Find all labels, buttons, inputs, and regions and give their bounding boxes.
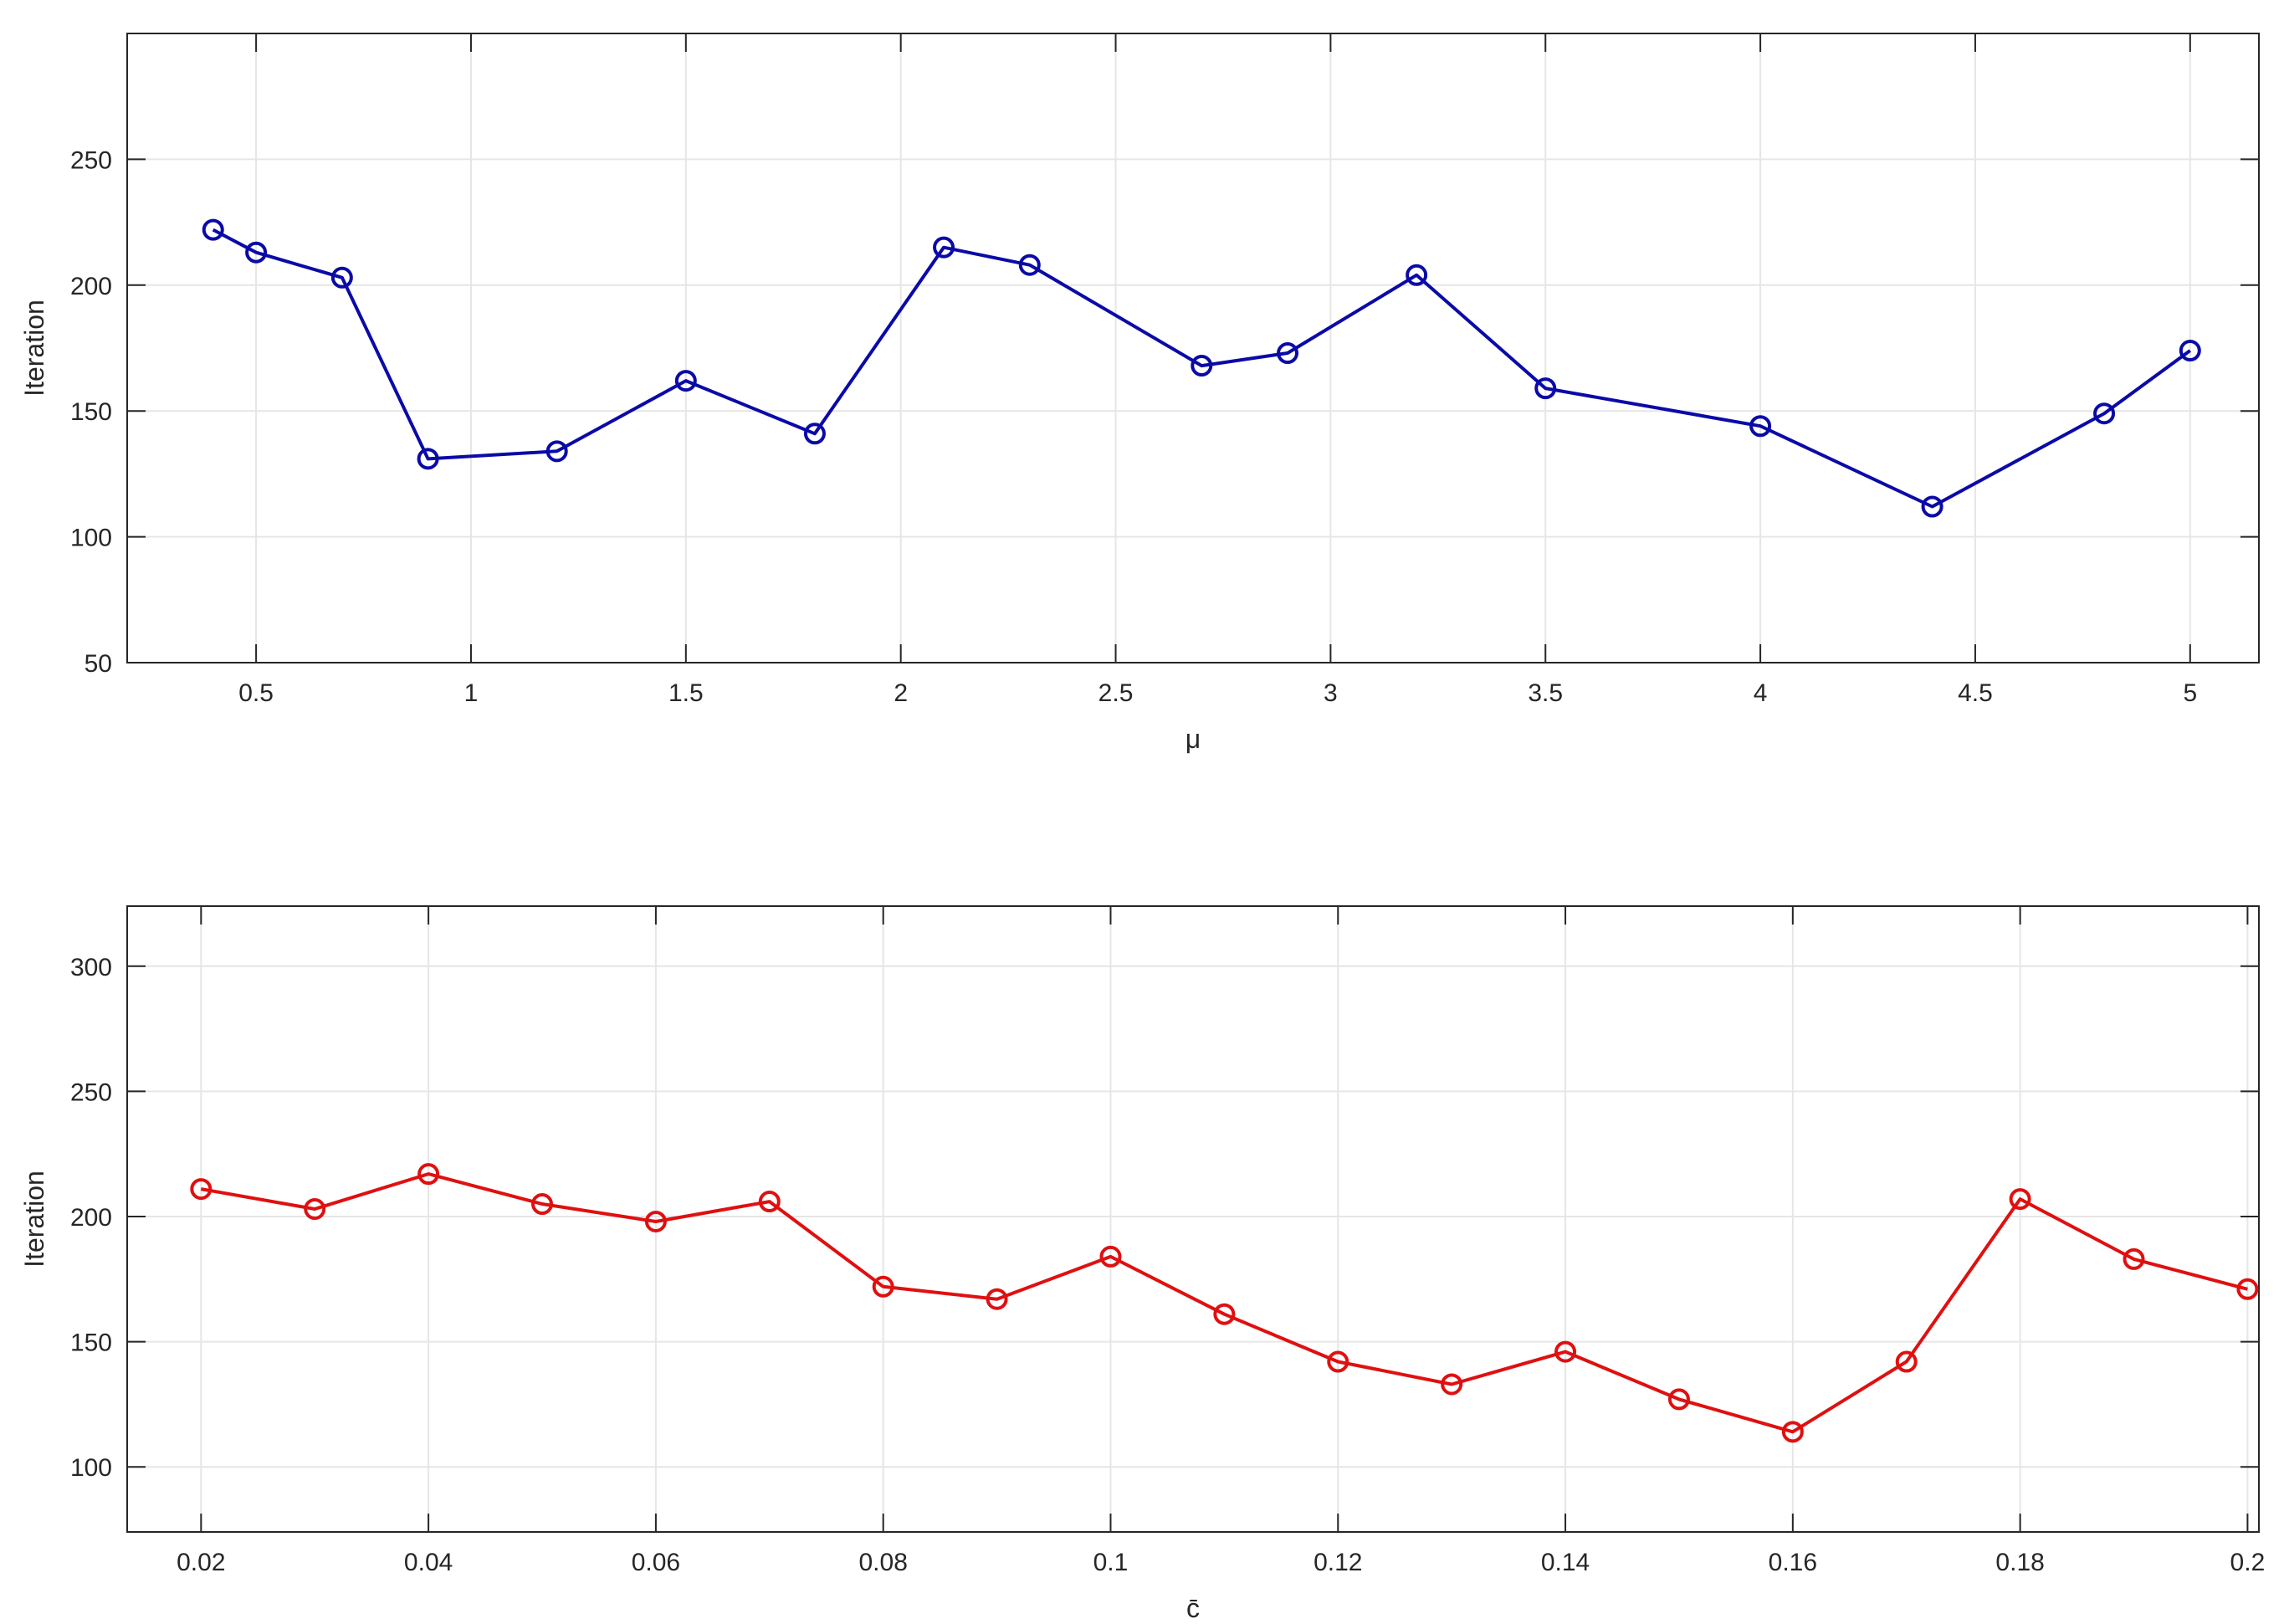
chart-1-xtick-label-0: 0.5 bbox=[238, 679, 274, 707]
chart-1-series-0-line bbox=[212, 228, 2191, 509]
chart-1-xtick-label-1: 1 bbox=[464, 679, 479, 707]
chart-2-series-0-point-5 bbox=[758, 1191, 781, 1213]
chart-2-xtick-label-4: 0.1 bbox=[1093, 1549, 1129, 1576]
chart-1-ytick-label-2: 150 bbox=[70, 398, 112, 426]
chart-2-xtick-label-2: 0.06 bbox=[632, 1549, 680, 1576]
chart-1-series-0-point-0 bbox=[202, 218, 224, 241]
chart-1-series-0-point-12 bbox=[1534, 377, 1557, 400]
chart-1-series-0-point-11 bbox=[1406, 264, 1428, 286]
chart-1-xtick-label-7: 4 bbox=[1754, 679, 1768, 707]
chart-2-xtick-label-1: 0.04 bbox=[404, 1549, 453, 1576]
chart-1-xtick-label-9: 5 bbox=[2183, 679, 2197, 707]
chart-1-xtick-label-3: 2 bbox=[894, 679, 908, 707]
chart-1-y-axis-label: Iteration bbox=[19, 300, 49, 397]
chart-1-x-axis-label: μ bbox=[1186, 724, 1201, 754]
chart-2-series-0-point-11 bbox=[1441, 1373, 1463, 1396]
chart-1-series-0-point-8 bbox=[1018, 254, 1041, 276]
chart-2-series-0-point-13 bbox=[1667, 1388, 1690, 1411]
chart-1-series-0-point-5 bbox=[674, 370, 697, 392]
chart-1-series-0-point-4 bbox=[545, 440, 568, 463]
chart-2-ytick-label-2: 200 bbox=[70, 1204, 112, 1232]
chart-2-series-0-point-15 bbox=[1895, 1350, 1918, 1373]
chart-2-series-0-point-7 bbox=[986, 1288, 1008, 1310]
chart-1-plot: 0.5 1 1.5 2 2.5 3 3.5 4 4.5 5 50 100 150 200 250 μ Itera… bbox=[19, 33, 2260, 754]
chart-2-series-0-point-6 bbox=[872, 1275, 894, 1298]
chart-2-x-axis-label: c̄ bbox=[1186, 1593, 1200, 1623]
chart-2-series-0-point-8 bbox=[1099, 1245, 1122, 1268]
chart-1-series-0-point-15 bbox=[2093, 402, 2116, 425]
chart-2-series-0-point-14 bbox=[1781, 1421, 1804, 1443]
chart-1-series-0-point-1 bbox=[245, 241, 268, 264]
chart-2-series-0-point-9 bbox=[1213, 1303, 1236, 1325]
chart-2-plot: 0.02 0.04 0.06 0.08 0.1 0.12 0.14 0.16 0.18 0.2 10… bbox=[19, 905, 2266, 1623]
chart-2-series-0-line bbox=[200, 1172, 2248, 1434]
chart-1-xtick-label-6: 3.5 bbox=[1528, 679, 1563, 707]
chart-2-xtick-label-8: 0.18 bbox=[1995, 1549, 2044, 1576]
chart-1-ytick-label-3: 200 bbox=[70, 273, 112, 300]
chart-1-series-0-point-9 bbox=[1191, 355, 1213, 377]
chart-1-ytick-label-4: 250 bbox=[70, 146, 112, 174]
chart-1-series-0-point-6 bbox=[803, 423, 826, 445]
chart-1-series-0-point-13 bbox=[1749, 415, 1772, 438]
chart-2-series-0-point-4 bbox=[644, 1210, 667, 1232]
chart-2-ytick-label-1: 150 bbox=[70, 1329, 112, 1357]
chart-2-ytick-label-4: 300 bbox=[70, 954, 112, 981]
chart-1-ytick-label-1: 100 bbox=[70, 525, 112, 552]
chart-2-y-axis-label: Iteration bbox=[19, 1171, 49, 1268]
chart-2-xtick-label-5: 0.12 bbox=[1314, 1549, 1362, 1576]
chart-1-xtick-label-2: 1.5 bbox=[668, 679, 704, 707]
chart-1-plot-area bbox=[127, 33, 2259, 663]
chart-2-series-0-point-17 bbox=[2123, 1247, 2145, 1270]
chart-2-series-0-point-2 bbox=[417, 1163, 440, 1186]
chart-1-series-0-point-7 bbox=[933, 236, 955, 259]
chart-2-xtick-label-6: 0.14 bbox=[1541, 1549, 1590, 1576]
chart-1-ytick-label-0: 50 bbox=[84, 650, 112, 678]
chart-1-series-0-point-10 bbox=[1277, 342, 1299, 365]
chart-2-xtick-label-7: 0.16 bbox=[1769, 1549, 1817, 1576]
chart-1-xtick-label-5: 3 bbox=[1324, 679, 1338, 707]
chart-2-series-0-point-16 bbox=[2009, 1188, 2031, 1211]
chart-2-ytick-label-3: 250 bbox=[70, 1078, 112, 1106]
chart-1-xtick-label-8: 4.5 bbox=[1958, 679, 1993, 707]
chart-2-xtick-label-0: 0.02 bbox=[177, 1549, 225, 1576]
chart-2-series-0-point-1 bbox=[304, 1198, 326, 1221]
chart-2-series-0-point-18 bbox=[2236, 1278, 2259, 1300]
chart-1-series-0-point-16 bbox=[2179, 340, 2201, 362]
chart-2-series-0-point-0 bbox=[190, 1178, 213, 1201]
chart-1-xtick-label-4: 2.5 bbox=[1098, 679, 1134, 707]
chart-2-series-0-point-10 bbox=[1327, 1350, 1349, 1373]
chart-2-xtick-label-9: 0.2 bbox=[2230, 1549, 2266, 1576]
chart-1-series-0-point-14 bbox=[1921, 495, 1943, 518]
chart-1-series-0-point-2 bbox=[330, 266, 353, 289]
chart-1-series-0-point-3 bbox=[417, 448, 439, 470]
chart-2-series-0-point-3 bbox=[531, 1193, 554, 1216]
chart-2-axes-box bbox=[126, 905, 2260, 1533]
chart-2-ytick-label-0: 100 bbox=[70, 1454, 112, 1482]
chart-1-axes-box bbox=[126, 33, 2260, 663]
chart-2-plot-area bbox=[127, 906, 2259, 1532]
chart-2-series-0-point-12 bbox=[1554, 1340, 1577, 1363]
chart-2-xtick-label-3: 0.08 bbox=[858, 1549, 907, 1576]
